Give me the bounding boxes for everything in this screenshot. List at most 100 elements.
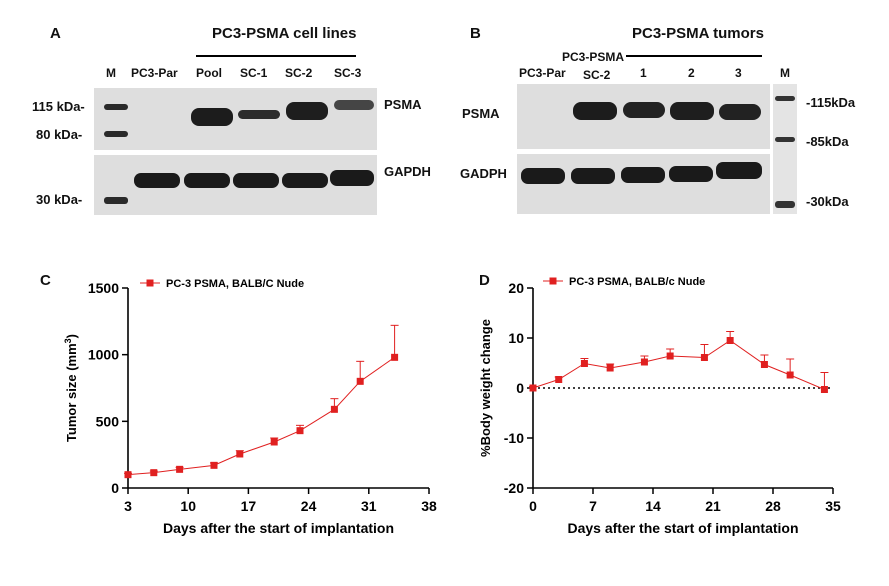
y-tick-label: -20 bbox=[504, 480, 524, 496]
series-line bbox=[127, 356, 395, 476]
marker-band bbox=[775, 96, 795, 101]
data-point bbox=[150, 469, 158, 477]
tumor2-band bbox=[670, 102, 714, 120]
panel-b-lane-1: 1 bbox=[640, 66, 647, 80]
x-tick-label: 7 bbox=[589, 498, 597, 514]
panel-a-marker-115: 115 kDa- bbox=[32, 99, 85, 114]
sc3-gapdh-band bbox=[330, 170, 374, 186]
panel-a-protein-psma: PSMA bbox=[384, 97, 422, 112]
data-point bbox=[356, 377, 364, 385]
pc3par-gapdh-band bbox=[134, 173, 180, 188]
data-point bbox=[666, 352, 674, 360]
marker-band bbox=[104, 197, 128, 204]
data-point bbox=[820, 386, 828, 393]
panel-b-protein-gadph: GADPH bbox=[460, 166, 507, 181]
y-tick-label: 500 bbox=[96, 413, 120, 429]
legend-marker bbox=[146, 279, 154, 287]
panel-b-header-line bbox=[626, 55, 762, 57]
panel-b-marker-85: -85kDa bbox=[806, 134, 849, 149]
panel-b-lane-3: 3 bbox=[735, 66, 742, 80]
panel-d-letter: D bbox=[479, 272, 490, 289]
panel-b-psma-blot bbox=[517, 84, 770, 149]
panel-b-lane-pc3par: PC3-Par bbox=[519, 66, 566, 80]
panel-a-letter: A bbox=[50, 25, 61, 42]
y-axis-label: Tumor size (mm3) bbox=[63, 334, 79, 442]
sc2-gadph-band bbox=[571, 168, 615, 184]
panel-b-marker-115: -115kDa bbox=[806, 95, 856, 110]
pool-band bbox=[191, 108, 233, 126]
data-point bbox=[270, 438, 278, 446]
x-tick-label: 14 bbox=[645, 498, 661, 514]
data-point bbox=[176, 465, 184, 473]
panel-a-lane-sc3: SC-3 bbox=[334, 66, 362, 80]
panel-b-marker-30: -30kDa bbox=[806, 194, 849, 209]
data-point bbox=[529, 384, 537, 392]
sc1-gapdh-band bbox=[233, 173, 279, 188]
marker-band bbox=[104, 104, 128, 110]
tumor1-band bbox=[623, 102, 665, 118]
panel-a-lane-pc3par: PC3-Par bbox=[131, 66, 178, 80]
y-tick-label: 1000 bbox=[88, 347, 119, 363]
x-tick-label: 24 bbox=[301, 498, 317, 514]
sc2-gapdh-band bbox=[282, 173, 328, 188]
panel-b-gadph-blot bbox=[517, 154, 770, 214]
data-point bbox=[580, 360, 588, 367]
sc3-band bbox=[334, 100, 374, 110]
panel-a-psma-blot bbox=[94, 88, 377, 150]
x-tick-label: 28 bbox=[765, 498, 781, 514]
pc3par-gadph-band bbox=[521, 168, 565, 184]
sc1-band bbox=[238, 110, 280, 119]
panel-a-marker-30: 30 kDa- bbox=[36, 192, 83, 207]
panel-a-marker-80: 80 kDa- bbox=[36, 127, 83, 142]
panel-b-letter: B bbox=[470, 25, 481, 42]
panel-a-header-line bbox=[196, 55, 356, 57]
data-point bbox=[124, 471, 132, 479]
data-point bbox=[555, 376, 563, 383]
x-tick-label: 3 bbox=[124, 498, 132, 514]
y-tick-label: 0 bbox=[516, 380, 524, 396]
panel-b-header: PC3-PSMA tumors bbox=[632, 25, 764, 42]
tumor3-gadph-band bbox=[716, 162, 762, 179]
y-tick-label: -10 bbox=[504, 430, 524, 446]
marker-band bbox=[775, 137, 795, 142]
panel-b-protein-psma: PSMA bbox=[462, 106, 500, 121]
series-line bbox=[532, 339, 825, 390]
tumor2-gadph-band bbox=[669, 166, 713, 182]
panel-a-gapdh-blot bbox=[94, 155, 377, 215]
panel-b-lane-sc2: SC-2 bbox=[583, 68, 611, 82]
x-tick-label: 17 bbox=[241, 498, 257, 514]
y-tick-label: 10 bbox=[508, 330, 524, 346]
x-tick-label: 21 bbox=[705, 498, 721, 514]
data-point bbox=[726, 337, 734, 344]
y-axis-label: %Body weight change bbox=[478, 319, 493, 457]
x-tick-label: 35 bbox=[825, 498, 841, 514]
data-point bbox=[236, 450, 244, 458]
data-point bbox=[296, 427, 304, 435]
y-tick-label: 0 bbox=[111, 480, 119, 496]
panel-b-lane-m: M bbox=[780, 66, 790, 80]
panel-a-lane-m: M bbox=[106, 66, 116, 80]
data-point bbox=[606, 364, 614, 372]
legend-label: PC-3 PSMA, BALB/c Nude bbox=[569, 276, 705, 288]
data-point bbox=[760, 361, 768, 368]
x-axis-label: Days after the start of implantation bbox=[163, 520, 394, 536]
legend-marker bbox=[549, 277, 557, 285]
panel-a-protein-gapdh: GAPDH bbox=[384, 164, 431, 179]
data-point bbox=[640, 358, 648, 366]
panel-a-header: PC3-PSMA cell lines bbox=[212, 25, 357, 42]
sc2-band bbox=[286, 102, 328, 120]
pool-gapdh-band bbox=[184, 173, 230, 188]
data-point bbox=[391, 353, 399, 361]
tumor1-gadph-band bbox=[621, 167, 665, 183]
x-tick-label: 10 bbox=[180, 498, 196, 514]
tumor3-band bbox=[719, 104, 761, 120]
x-axis-label: Days after the start of implantation bbox=[567, 520, 798, 536]
y-tick-label: 1500 bbox=[88, 280, 119, 296]
y-tick-label: 20 bbox=[508, 280, 524, 296]
x-tick-label: 38 bbox=[421, 498, 437, 514]
marker-band bbox=[775, 201, 795, 208]
x-tick-label: 0 bbox=[529, 498, 537, 514]
x-tick-label: 31 bbox=[361, 498, 377, 514]
